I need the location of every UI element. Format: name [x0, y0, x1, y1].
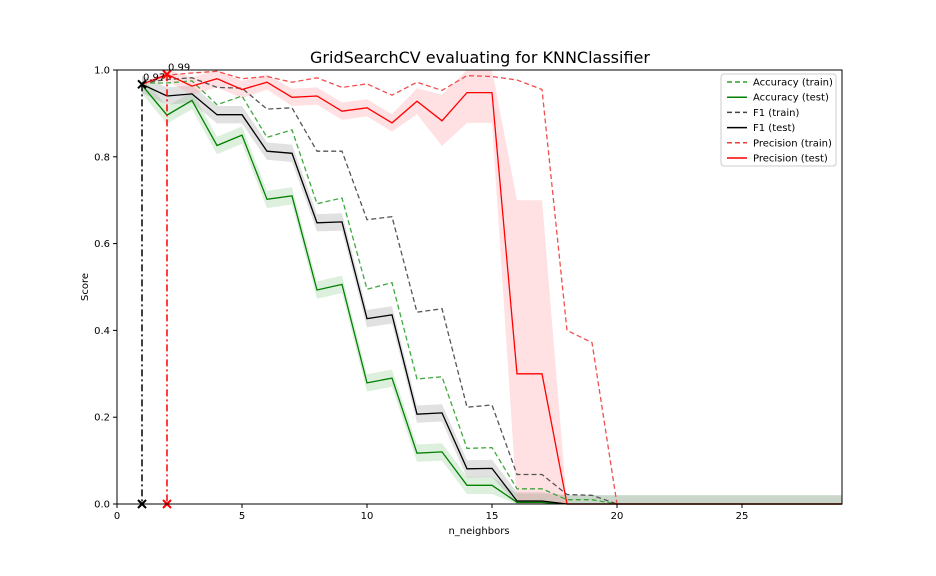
y-tick-label-4: 0.8 [94, 152, 110, 163]
legend-label-accuracy-train: Accuracy (train) [753, 78, 833, 89]
y-tick-label-3: 0.6 [94, 239, 110, 250]
legend-box [720, 73, 837, 167]
series-accuracy-train [142, 80, 842, 505]
x-tick-label-10: 10 [361, 511, 374, 522]
legend-label-precision-train: Precision (train) [753, 138, 832, 149]
legend: Accuracy (train) Accuracy (test) F1 (train… [720, 73, 837, 167]
y-tick-label-2: 0.4 [94, 326, 110, 337]
best-label-1: 0.97 [143, 72, 165, 83]
confidence-bands [142, 70, 842, 504]
x-axis-ticks: 0 5 10 15 20 25 [114, 504, 749, 522]
best-marker-1 [137, 79, 147, 90]
x-tick-label-0: 0 [114, 511, 120, 522]
best-markers: 0.970.99 [137, 62, 190, 509]
legend-label-precision-test: Precision (test) [753, 154, 828, 165]
best-label-2: 0.99 [168, 62, 190, 73]
plot-frame [116, 69, 843, 505]
legend-label-accuracy-test: Accuracy (test) [753, 93, 829, 104]
y-tick-label-5: 1.0 [94, 66, 110, 77]
chart-title: GridSearchCV evaluating for KNNClassifie… [310, 48, 650, 67]
legend-label-f1-train: F1 (train) [753, 108, 799, 119]
x-tick-label-5: 5 [239, 511, 245, 522]
band-f1-test [142, 75, 842, 504]
x-tick-label-20: 20 [611, 511, 624, 522]
x-tick-label-25: 25 [736, 511, 749, 522]
y-axis-label: Score [80, 273, 91, 301]
y-tick-label-0: 0.0 [94, 500, 110, 511]
best-marker-2 [162, 69, 172, 80]
legend-label-f1-test: F1 (test) [753, 123, 795, 134]
x-tick-label-15: 15 [486, 511, 499, 522]
x-axis-label: n_neighbors [448, 526, 509, 537]
y-axis-ticks: 0.0 0.2 0.4 0.6 0.8 1.0 [94, 66, 117, 511]
y-tick-label-1: 0.2 [94, 413, 110, 424]
